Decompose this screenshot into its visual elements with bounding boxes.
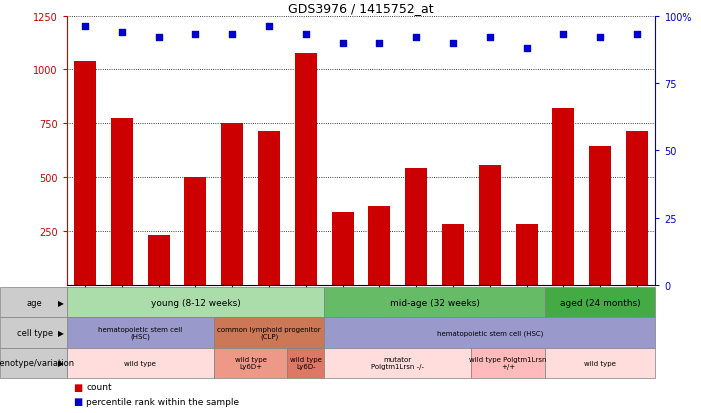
Text: aged (24 months): aged (24 months) [560,298,641,307]
Text: wild type: wild type [585,360,616,366]
Bar [184,178,207,285]
Point [116,29,128,36]
Point [411,35,422,41]
Text: wild type Polgtm1Lrsn
+/+: wild type Polgtm1Lrsn +/+ [470,356,547,369]
Bar [295,54,317,285]
Text: count: count [86,382,112,391]
Bar [516,224,538,285]
Bar [552,109,575,285]
Text: hematopoietic stem cell
(HSC): hematopoietic stem cell (HSC) [98,326,182,339]
Text: wild type
Ly6D+: wild type Ly6D+ [235,356,266,369]
Text: ■: ■ [74,382,83,392]
Text: age: age [27,298,43,307]
Bar [111,119,133,285]
Bar [369,207,390,285]
Text: ▶: ▶ [58,328,64,337]
Title: GDS3976 / 1415752_at: GDS3976 / 1415752_at [288,2,434,15]
Point [447,40,458,47]
Text: mutator
Polgtm1Lrsn -/-: mutator Polgtm1Lrsn -/- [372,356,424,369]
Point [337,40,348,47]
Bar [479,166,501,285]
Text: genotype/variation: genotype/variation [0,358,75,367]
Bar [626,132,648,285]
Text: wild type
Ly6D-: wild type Ly6D- [290,356,322,369]
Bar [258,132,280,285]
Point [484,35,496,41]
Point [558,32,569,39]
Bar [442,224,464,285]
Text: wild type: wild type [124,360,156,366]
Bar [222,124,243,285]
Text: percentile rank within the sample: percentile rank within the sample [86,396,239,406]
Point [190,32,201,39]
Text: young (8-12 weeks): young (8-12 weeks) [151,298,240,307]
Bar [590,147,611,285]
Text: hematopoietic stem cell (HSC): hematopoietic stem cell (HSC) [437,330,543,336]
Point [632,32,643,39]
Point [226,32,238,39]
Point [374,40,385,47]
Text: mid-age (32 weeks): mid-age (32 weeks) [390,298,479,307]
Point [300,32,311,39]
Text: ■: ■ [74,396,83,406]
Text: cell type: cell type [17,328,53,337]
Bar [332,212,354,285]
Bar [405,168,428,285]
Point [521,45,532,52]
Bar [74,62,96,285]
Point [264,24,275,31]
Text: ▶: ▶ [58,298,64,307]
Point [594,35,606,41]
Point [79,24,90,31]
Text: ▶: ▶ [58,358,64,367]
Bar [147,236,170,285]
Point [153,35,164,41]
Text: common lymphoid progenitor
(CLP): common lymphoid progenitor (CLP) [217,326,321,339]
